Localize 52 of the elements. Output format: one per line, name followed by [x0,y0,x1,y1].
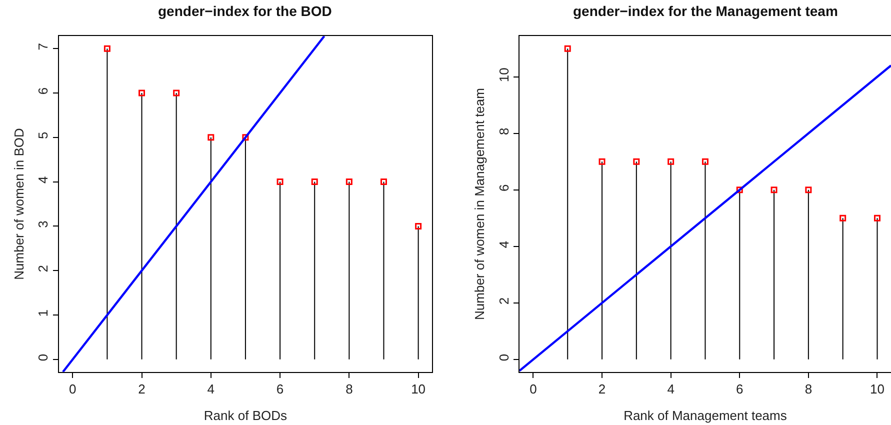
chart-title: gender−index for the BOD [158,3,332,19]
x-tick-label: 10 [870,381,884,396]
point [208,134,214,141]
x-tick-label: 2 [598,381,606,396]
point [598,158,606,165]
y-tick-label: 2 [496,297,512,305]
y-tick-label: 5 [36,132,51,140]
point [736,186,743,194]
x-tick-label: 10 [411,381,426,396]
y-tick-label: 6 [496,184,512,192]
point [104,45,110,52]
point [415,222,422,230]
y-tick-label: 7 [36,43,51,50]
x-axis-title: Rank of Management teams [624,408,788,424]
point [874,214,880,222]
x-axis-title: Rank of BODs [204,408,288,424]
point [311,178,318,186]
y-tick-label: 0 [36,354,51,362]
x-tick-label: 4 [207,381,215,396]
point [770,186,778,194]
x-tick-label: 0 [69,381,76,396]
y-tick-label: 8 [496,128,512,136]
point [702,158,708,165]
point [173,90,180,96]
y-tick-label: 10 [496,68,512,82]
x-tick-label: 8 [346,381,353,396]
y-axis-title: Number of women in Management team [472,88,488,320]
y-tick-label: 1 [36,309,51,317]
y-tick-label: 4 [36,176,51,184]
point [380,178,387,186]
point [346,178,352,186]
point [564,45,571,52]
x-tick-label: 8 [804,381,812,396]
y-tick-label: 0 [496,354,512,362]
y-tick-label: 4 [496,240,512,248]
chart-title: gender−index for the Management team [573,3,838,19]
x-tick-label: 4 [667,381,674,396]
point [138,90,146,96]
y-tick-label: 3 [36,220,51,228]
point [668,158,674,165]
x-tick-label: 0 [530,381,537,396]
y-axis-title: Number of women in BOD [12,128,27,280]
point [633,158,640,165]
x-tick-label: 2 [138,381,146,396]
y-tick-label: 6 [36,87,51,95]
x-tick-label: 6 [736,381,744,396]
y-tick-label: 2 [36,265,51,272]
point [276,178,284,186]
point [805,186,812,194]
point [242,134,249,141]
x-tick-label: 6 [276,381,284,396]
point [840,214,846,222]
